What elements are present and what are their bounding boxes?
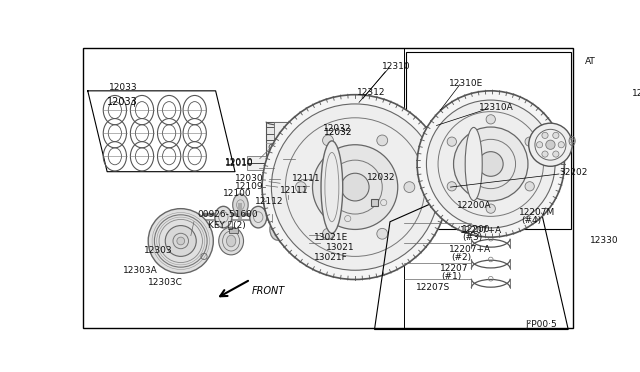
Bar bbox=[246, 156, 274, 170]
Circle shape bbox=[454, 127, 528, 201]
Text: (#3): (#3) bbox=[462, 233, 483, 242]
Text: 12030: 12030 bbox=[235, 174, 264, 183]
Text: 13021F: 13021F bbox=[314, 253, 348, 262]
Text: 13021: 13021 bbox=[326, 243, 355, 252]
Ellipse shape bbox=[278, 199, 294, 213]
Circle shape bbox=[323, 135, 333, 146]
Text: 12010: 12010 bbox=[225, 158, 253, 167]
Circle shape bbox=[486, 115, 495, 124]
Circle shape bbox=[529, 123, 572, 166]
Ellipse shape bbox=[215, 206, 232, 228]
Bar bbox=[371, 199, 378, 206]
Text: KEY ー(2): KEY ー(2) bbox=[208, 220, 246, 229]
Ellipse shape bbox=[227, 235, 236, 247]
Ellipse shape bbox=[233, 194, 248, 216]
Circle shape bbox=[558, 142, 564, 148]
Text: 12303: 12303 bbox=[145, 246, 173, 254]
Circle shape bbox=[377, 135, 388, 146]
Text: 12032: 12032 bbox=[367, 173, 396, 182]
Text: 12111: 12111 bbox=[292, 174, 320, 183]
Ellipse shape bbox=[364, 206, 381, 228]
Text: 12032: 12032 bbox=[323, 124, 351, 133]
Circle shape bbox=[553, 132, 559, 138]
Circle shape bbox=[478, 152, 503, 176]
Bar bbox=[274, 122, 297, 141]
Text: AT: AT bbox=[584, 57, 595, 66]
Bar bbox=[266, 122, 305, 168]
Text: J²P00·5: J²P00·5 bbox=[525, 320, 557, 329]
Ellipse shape bbox=[289, 206, 305, 228]
Circle shape bbox=[417, 91, 564, 237]
Circle shape bbox=[177, 237, 184, 245]
Text: 00926-51600: 00926-51600 bbox=[198, 210, 259, 219]
Text: 12310: 12310 bbox=[382, 62, 411, 71]
Text: 12109: 12109 bbox=[235, 182, 264, 191]
Circle shape bbox=[312, 145, 397, 230]
Ellipse shape bbox=[348, 219, 363, 240]
Text: 12330: 12330 bbox=[590, 235, 619, 245]
Text: 12207S: 12207S bbox=[417, 283, 451, 292]
Text: 12207M: 12207M bbox=[518, 208, 555, 217]
Circle shape bbox=[553, 151, 559, 157]
Text: 12310E: 12310E bbox=[449, 78, 483, 87]
Ellipse shape bbox=[308, 194, 324, 216]
Text: 32202: 32202 bbox=[559, 168, 588, 177]
Text: 12010: 12010 bbox=[225, 158, 253, 168]
Text: 12331: 12331 bbox=[632, 89, 640, 98]
Circle shape bbox=[165, 225, 196, 256]
Ellipse shape bbox=[321, 141, 343, 233]
Text: 12207: 12207 bbox=[440, 264, 468, 273]
Text: 12207+A: 12207+A bbox=[460, 225, 502, 235]
Circle shape bbox=[546, 140, 555, 150]
Bar bbox=[229, 228, 238, 232]
Text: 12200A: 12200A bbox=[457, 201, 492, 210]
Circle shape bbox=[525, 182, 534, 191]
Bar bbox=[406, 52, 572, 230]
Text: FRONT: FRONT bbox=[252, 286, 285, 296]
Circle shape bbox=[271, 104, 439, 270]
Text: 12032: 12032 bbox=[324, 128, 353, 137]
Circle shape bbox=[341, 173, 369, 201]
Text: 13021E: 13021E bbox=[314, 233, 348, 242]
Text: 12303A: 12303A bbox=[123, 266, 157, 275]
Circle shape bbox=[148, 209, 213, 273]
Text: 12033: 12033 bbox=[109, 83, 138, 92]
Circle shape bbox=[447, 182, 456, 191]
Circle shape bbox=[377, 228, 388, 239]
Text: 12112: 12112 bbox=[255, 197, 284, 206]
Circle shape bbox=[447, 137, 456, 146]
Ellipse shape bbox=[327, 206, 344, 228]
Text: 12200: 12200 bbox=[462, 225, 491, 234]
Text: (#1): (#1) bbox=[441, 272, 461, 281]
Circle shape bbox=[542, 151, 548, 157]
Circle shape bbox=[404, 182, 415, 192]
Text: 12111: 12111 bbox=[280, 186, 308, 195]
Circle shape bbox=[426, 100, 555, 228]
Text: 12207+A: 12207+A bbox=[449, 245, 491, 254]
Ellipse shape bbox=[465, 128, 482, 201]
Ellipse shape bbox=[250, 206, 267, 228]
Text: 12033: 12033 bbox=[107, 97, 138, 107]
Circle shape bbox=[323, 228, 333, 239]
Circle shape bbox=[542, 132, 548, 138]
Circle shape bbox=[262, 95, 448, 279]
Ellipse shape bbox=[219, 227, 244, 255]
Circle shape bbox=[296, 182, 307, 192]
Text: 12310A: 12310A bbox=[479, 103, 514, 112]
Text: 12303C: 12303C bbox=[148, 278, 183, 287]
Text: 12100: 12100 bbox=[223, 189, 252, 198]
Circle shape bbox=[486, 204, 495, 213]
Text: (#2): (#2) bbox=[451, 253, 471, 262]
Circle shape bbox=[536, 142, 543, 148]
Text: 12312: 12312 bbox=[356, 88, 385, 97]
Circle shape bbox=[525, 137, 534, 146]
Ellipse shape bbox=[270, 219, 285, 240]
Text: (#4): (#4) bbox=[522, 216, 542, 225]
